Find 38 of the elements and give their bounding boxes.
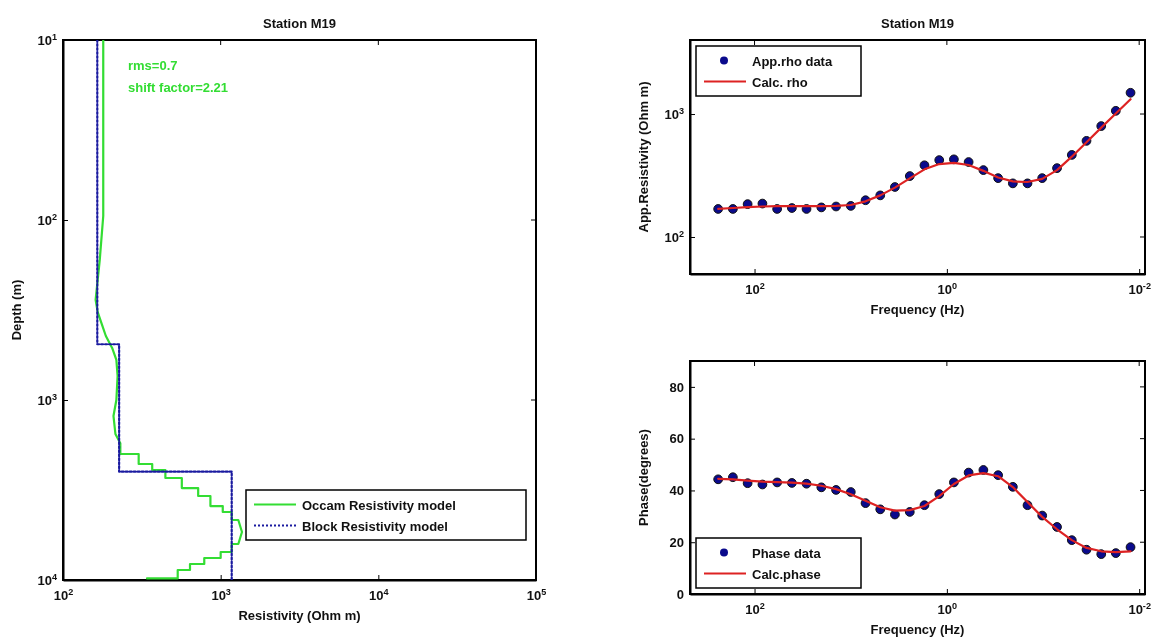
x-tick-label: 10$^{4}$ bbox=[369, 586, 390, 603]
legend-label: Phase data bbox=[752, 545, 822, 561]
y-tick-label: 10$^{3}$ bbox=[37, 391, 57, 408]
y-tick-label: 10$^{2}$ bbox=[664, 228, 684, 245]
y-axis-title: Phase(degrees) bbox=[636, 429, 651, 526]
y-tick-label: 20 bbox=[669, 534, 684, 550]
x-tick-label: 10$^{2}$ bbox=[745, 600, 765, 617]
point bbox=[1125, 87, 1136, 98]
x-tick-label: 10$^{2}$ bbox=[53, 586, 74, 603]
annotation: rms=0.7 bbox=[128, 58, 178, 73]
x-axis-title: Resistivity (Ohm m) bbox=[238, 608, 361, 623]
y-tick-label: 10$^{3}$ bbox=[664, 105, 684, 122]
y-tick-label: 40 bbox=[669, 483, 684, 499]
y-axis-title: App.Resistivity (Ohm m) bbox=[636, 81, 651, 233]
x-tick-label: 10$^{5}$ bbox=[526, 586, 547, 603]
x-tick-label: 10$^{0}$ bbox=[937, 600, 958, 617]
legend-label: App.rho data bbox=[752, 53, 833, 69]
x-axis-title: Frequency (Hz) bbox=[870, 302, 965, 317]
legend-label: Calc. rho bbox=[752, 74, 808, 90]
chart-title: Station M19 bbox=[263, 16, 336, 31]
y-tick-label: 80 bbox=[669, 379, 684, 395]
y-tick-label: 10$^{4}$ bbox=[37, 571, 58, 588]
x-axis-title: Frequency (Hz) bbox=[870, 622, 965, 637]
x-tick-label: 10$^{-2}$ bbox=[1128, 600, 1151, 617]
y-tick-label: 60 bbox=[669, 431, 684, 447]
legend-label: Occam Resistivity model bbox=[302, 497, 456, 513]
y-tick-label: 0 bbox=[676, 586, 684, 602]
annotation: shift factor=2.21 bbox=[128, 80, 229, 95]
y-tick-label: 10$^{1}$ bbox=[37, 31, 57, 48]
x-tick-label: 10$^{-2}$ bbox=[1128, 280, 1151, 297]
x-tick-label: 10$^{0}$ bbox=[937, 280, 958, 297]
legend-label: Block Resistivity model bbox=[302, 518, 448, 534]
legend-label: Calc.phase bbox=[752, 566, 821, 582]
chart-title: Station M19 bbox=[881, 16, 954, 31]
y-axis-title: Depth (m) bbox=[9, 279, 24, 341]
x-tick-label: 10$^{3}$ bbox=[211, 586, 231, 603]
y-tick-label: 10$^{2}$ bbox=[37, 211, 57, 228]
x-tick-label: 10$^{2}$ bbox=[745, 280, 765, 297]
